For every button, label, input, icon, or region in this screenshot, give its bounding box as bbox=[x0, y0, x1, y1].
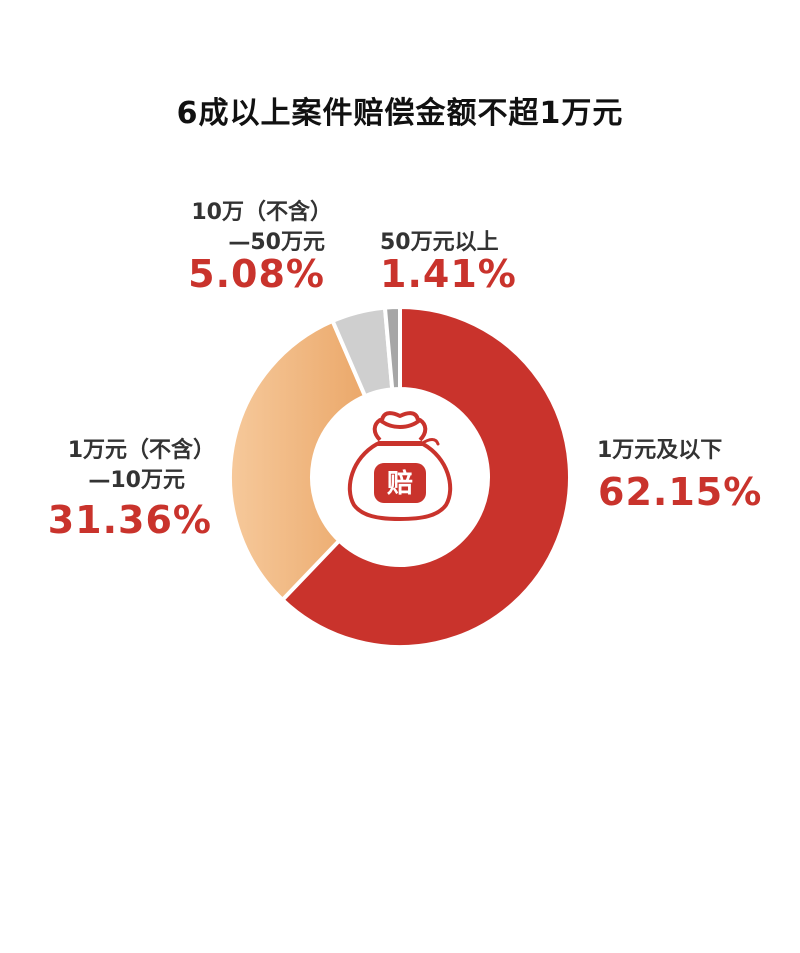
pct-slice-0: 62.15% bbox=[598, 470, 763, 514]
chart-title: 6成以上案件赔偿金额不超1万元 bbox=[176, 96, 624, 131]
label-slice-0-line-0: 1万元及以下 bbox=[597, 438, 723, 463]
pct-slice-2: 5.08% bbox=[188, 252, 325, 296]
label-slice-1-line-0: 1万元（不含） bbox=[67, 438, 215, 463]
label-slice-1-line-1: —10万元 bbox=[88, 468, 185, 493]
label-slice-2-line-0: 10万（不含） bbox=[191, 200, 332, 225]
money-bag-icon: 赔 bbox=[347, 411, 453, 521]
label-slice-3-line-0: 50万元以上 bbox=[380, 230, 499, 255]
pct-slice-1: 31.36% bbox=[47, 498, 212, 542]
donut-slice-1 bbox=[228, 318, 368, 602]
center-icon-text: 赔 bbox=[387, 469, 413, 499]
donut-slice-0 bbox=[280, 305, 572, 649]
donut-slice-3 bbox=[382, 305, 402, 392]
pct-slice-3: 1.41% bbox=[380, 252, 517, 296]
label-slice-2-line-1: —50万元 bbox=[228, 230, 325, 255]
